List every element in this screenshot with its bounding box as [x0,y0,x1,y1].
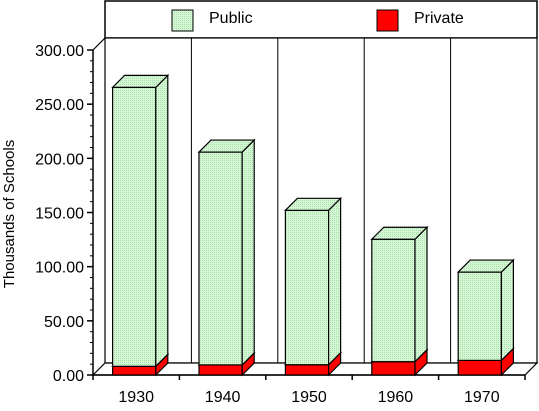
bar-public-side [414,225,428,364]
x-tick-label: 1940 [205,389,241,406]
bar-public-side [328,196,342,367]
y-axis-title: Thousands of Schools [1,140,18,288]
bar-public-front [371,238,416,363]
y-tick-label: 50.00 [44,314,84,331]
bar-private-front [457,359,503,376]
bar-public-side [241,138,255,367]
x-tick-label: 1970 [464,389,500,406]
y-tick-label: 200.00 [35,151,84,168]
bar-stack [111,73,170,377]
bar-private-front [371,361,416,376]
y-tick-label: 0.00 [53,368,84,385]
legend-label-private: Private [414,10,464,27]
x-tick-label: 1930 [118,389,154,406]
bar-public-front [111,86,157,367]
bar-private-front [284,364,330,376]
bar-public-top [111,74,170,88]
bar-stack [456,258,515,377]
bar-public-front [457,271,503,361]
legend-box [104,0,538,39]
x-axis-ticks: 1930 1940 1950 1960 1970 [92,375,526,406]
bar-stack [197,138,256,377]
x-tick-label: 1960 [378,389,414,406]
bar-stack [370,225,429,377]
bar-public-top [370,226,429,240]
y-tick-label: 100.00 [35,260,84,277]
y-tick-label: 300.00 [35,43,84,60]
bar-public-top [456,259,515,273]
y-tick-label: 250.00 [35,97,84,114]
y-tick-label: 150.00 [35,206,84,223]
bar-public-top [197,139,256,153]
bar-stack [283,196,343,377]
legend-swatch-private [376,9,399,32]
x-tick-label: 1950 [291,389,327,406]
y-axis-depth-edge [92,37,106,51]
bar-private-front [198,364,243,376]
bar-private-front [111,365,157,376]
bar-public-side [500,258,515,362]
legend-swatch-public [171,9,194,32]
bar-public-top [283,197,343,211]
bar-public-side [155,73,169,368]
bar-public-front [284,209,330,366]
y-axis-ticks: 0.00 50.00 100.00 150.00 200.00 250.00 300.00 [35,43,93,385]
legend-label-public: Public [209,10,253,27]
bar-public-front [198,151,243,366]
bars [111,73,515,377]
